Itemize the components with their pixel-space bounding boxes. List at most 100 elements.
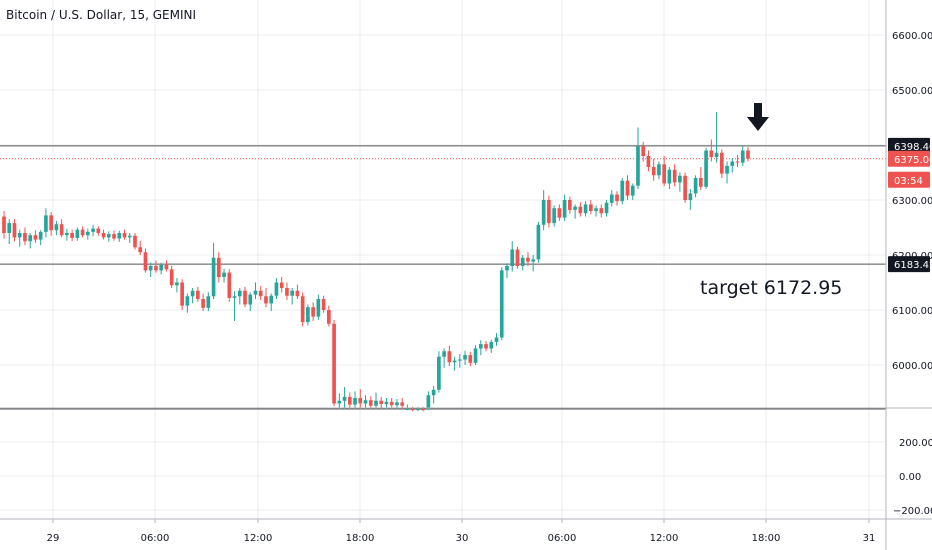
candle-body (704, 150, 708, 187)
candle-body (431, 389, 436, 396)
candle-body (211, 257, 216, 297)
candle-body (699, 178, 703, 187)
candle-body (342, 396, 347, 401)
candle-body (7, 223, 12, 233)
candle-body (693, 178, 698, 194)
grid-layer (0, 0, 886, 519)
candle-body (237, 290, 242, 297)
candle-body (447, 351, 452, 363)
candle-body (725, 165, 729, 174)
candle-body (494, 337, 499, 342)
candle-body (746, 150, 750, 159)
candle-body (117, 233, 122, 239)
candles-layer (2, 112, 750, 412)
candle-body (568, 200, 572, 210)
candle-body (321, 299, 326, 310)
candle-body (243, 290, 247, 305)
level-tag-lower-bg (888, 256, 930, 273)
candle-body (641, 146, 646, 156)
candle-body (541, 200, 546, 225)
candle-body (327, 310, 331, 324)
candle-body (269, 295, 274, 304)
level-lines-layer (0, 145, 886, 410)
candle-body (101, 233, 106, 238)
candle-body (112, 234, 116, 239)
candle-body (536, 224, 541, 260)
candle-body (295, 290, 300, 297)
candle-body (552, 208, 556, 224)
candle-body (410, 409, 415, 411)
candle-body (54, 224, 59, 231)
candle-body (169, 269, 174, 286)
candle-body (248, 294, 253, 305)
candle-body (457, 359, 462, 361)
candle-body (468, 355, 473, 363)
candle-body (740, 150, 745, 163)
candle-body (379, 400, 384, 405)
candle-body (159, 264, 164, 271)
candle-body (672, 169, 677, 183)
candle-body (65, 233, 69, 236)
candle-body (227, 272, 232, 298)
candle-body (70, 233, 74, 238)
candle-body (75, 229, 80, 238)
candle-body (164, 264, 169, 270)
time-tick-label: 06:00 (141, 533, 170, 544)
candle-body (520, 257, 525, 266)
target-annotation: target 6172.95 (700, 277, 843, 299)
candle-body (148, 266, 153, 271)
candle-body (232, 296, 237, 298)
candle-body (421, 409, 425, 411)
arrow-layer (747, 103, 769, 131)
time-tick-label: 30 (456, 533, 469, 544)
candle-body (196, 290, 200, 299)
candle-body (416, 409, 420, 411)
candle-body (730, 161, 735, 166)
candle-body (2, 216, 6, 233)
candle-body (473, 348, 478, 363)
candle-body (80, 229, 85, 236)
candle-body (17, 233, 22, 238)
candle-body (594, 208, 598, 211)
candle-body (122, 233, 127, 238)
candle-body (583, 204, 588, 214)
candle-body (28, 235, 33, 242)
candle-body (311, 307, 315, 317)
price-tick-label: 6500.00 (892, 86, 932, 97)
candle-body (332, 323, 336, 404)
candle-body (667, 169, 672, 184)
candle-body (531, 259, 536, 262)
candle-body (154, 266, 158, 271)
candle-body (683, 175, 687, 200)
candle-body (526, 257, 530, 262)
candle-body (735, 161, 740, 163)
price-tick-label: 6000.00 (892, 361, 932, 372)
candle-body (646, 156, 651, 167)
candle-body (264, 296, 268, 304)
candle-body (368, 400, 373, 406)
candle-body (44, 215, 48, 232)
time-tick-label: 18:00 (752, 533, 781, 544)
candle-body (216, 257, 221, 277)
candle-body (185, 296, 190, 306)
candle-body (426, 395, 431, 409)
price-tick-label: 6100.00 (892, 306, 932, 317)
candle-body (604, 202, 609, 214)
candle-body (573, 206, 577, 210)
candle-body (175, 282, 179, 286)
oscillator-tick-label: 200.00 (899, 438, 932, 449)
time-tick-label: 12:00 (650, 533, 679, 544)
candle-body (630, 185, 635, 196)
candle-body (719, 152, 724, 174)
candle-body (290, 290, 295, 296)
candle-body (300, 296, 305, 323)
candle-body (688, 193, 693, 200)
candle-body (206, 296, 211, 308)
candle-body (279, 282, 284, 288)
candle-body (578, 206, 583, 214)
candle-body (662, 164, 667, 184)
candle-body (714, 152, 719, 158)
candle-body (59, 224, 64, 236)
